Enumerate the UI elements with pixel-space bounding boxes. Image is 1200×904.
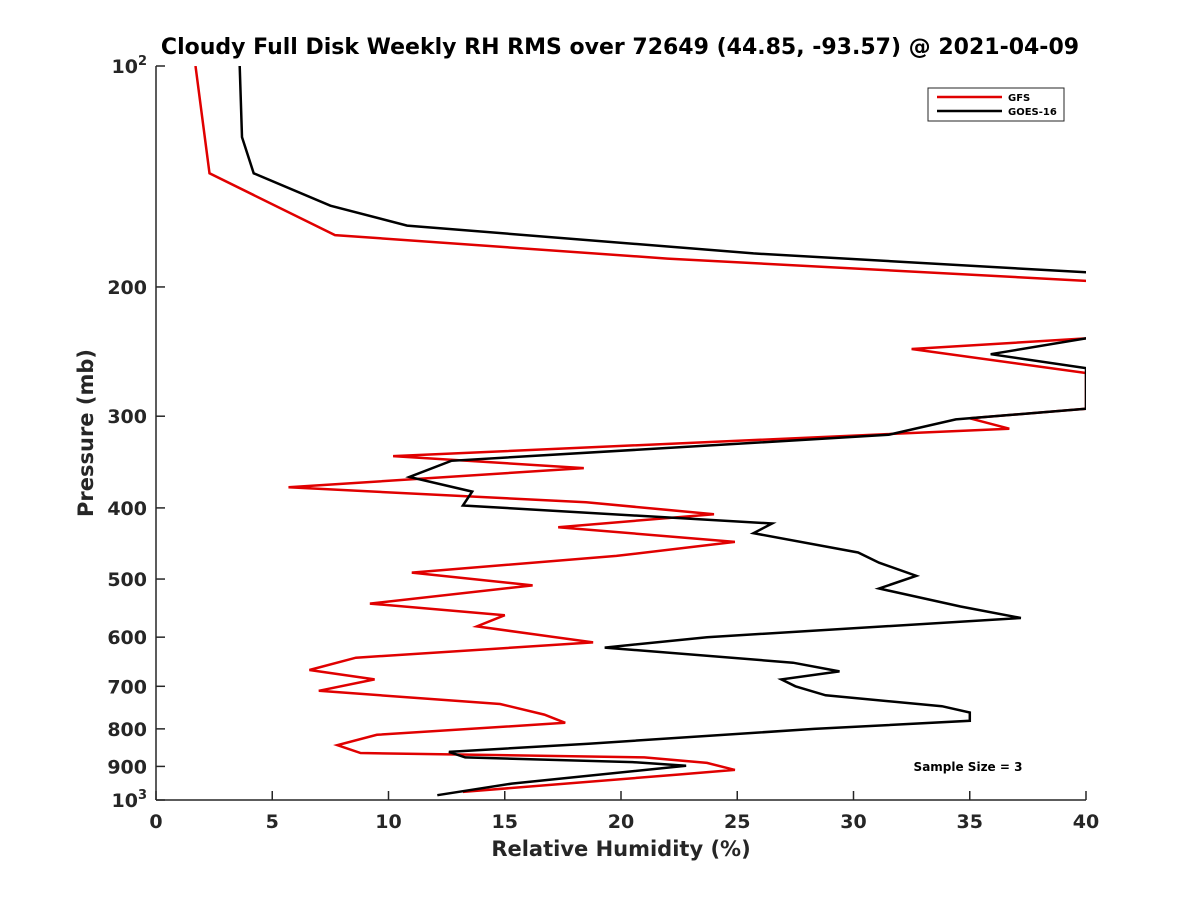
x-axis-label: Relative Humidity (%) bbox=[491, 837, 750, 861]
chart-title: Cloudy Full Disk Weekly RH RMS over 7264… bbox=[161, 35, 1079, 60]
y-tick-label: 900 bbox=[107, 756, 147, 778]
y-tick-label: 500 bbox=[107, 569, 147, 591]
y-tick-label: 800 bbox=[107, 719, 147, 741]
y-tick-label: 400 bbox=[107, 498, 147, 520]
x-tick-label: 20 bbox=[608, 811, 634, 833]
legend-label-goes16: GOES-16 bbox=[1008, 107, 1057, 118]
y-tick-label: 700 bbox=[107, 676, 147, 698]
plot-area bbox=[156, 66, 1086, 800]
y-tick-label: 300 bbox=[107, 406, 147, 428]
y-tick-label: 103 bbox=[112, 788, 148, 812]
x-tick-label: 40 bbox=[1073, 811, 1099, 833]
x-tick-label: 15 bbox=[492, 811, 518, 833]
legend-label-gfs: GFS bbox=[1008, 93, 1030, 104]
x-tick-label: 35 bbox=[957, 811, 983, 833]
y-axis-label: Pressure (mb) bbox=[74, 349, 98, 517]
y-tick-label: 200 bbox=[107, 277, 147, 299]
y-tick-label: 600 bbox=[107, 627, 147, 649]
legend: GFS GOES-16 bbox=[928, 88, 1064, 121]
x-tick-label: 25 bbox=[724, 811, 750, 833]
y-tick-label: 102 bbox=[112, 54, 148, 78]
x-tick-label: 10 bbox=[375, 811, 401, 833]
x-tick-label: 5 bbox=[266, 811, 279, 833]
x-tick-label: 0 bbox=[149, 811, 162, 833]
sample-size-annotation: Sample Size = 3 bbox=[914, 760, 1023, 774]
x-tick-label: 30 bbox=[840, 811, 866, 833]
